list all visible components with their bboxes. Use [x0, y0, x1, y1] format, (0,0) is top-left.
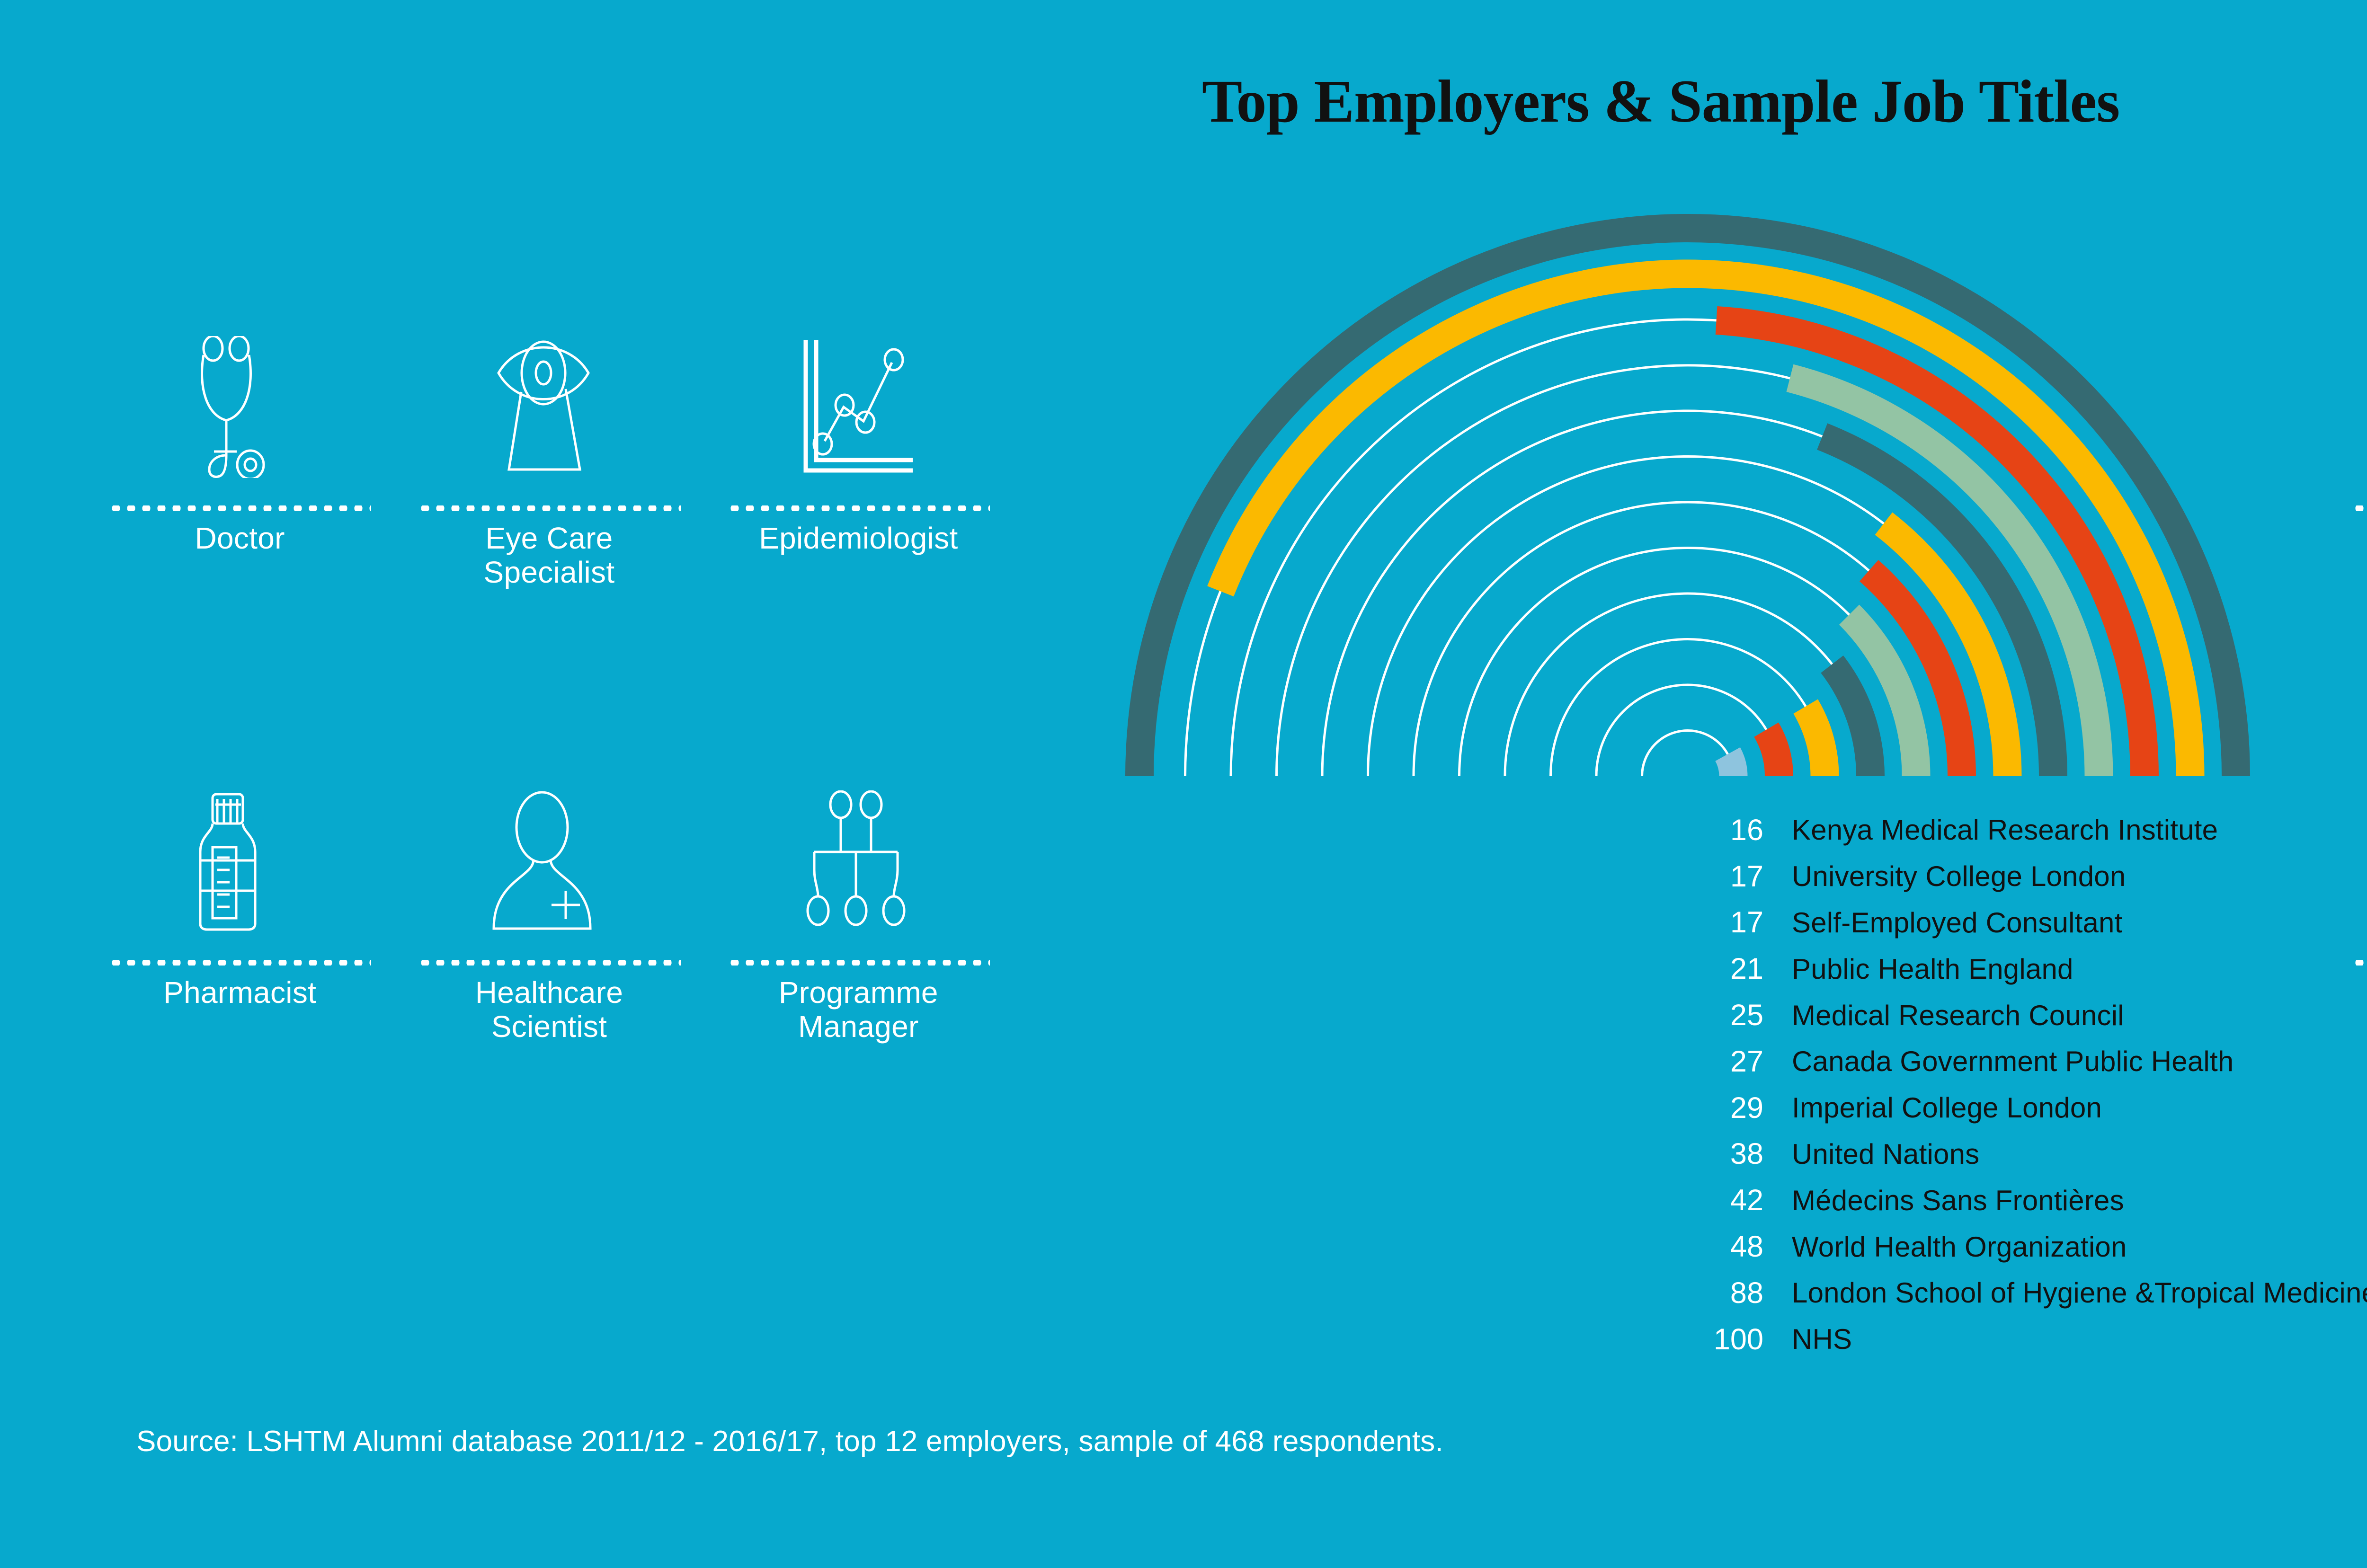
legend-value: 16: [1730, 813, 1763, 847]
person-cross-icon: [490, 776, 608, 932]
legend-value: 100: [1713, 1322, 1763, 1356]
legend-value: 17: [1730, 906, 1763, 939]
page-title: Top Employers & Sample Job Titles: [1201, 68, 2120, 135]
job-title-label: Eye Care Specialist: [483, 521, 615, 589]
legend-row[interactable]: 25 Medical Research Council: [1704, 992, 2367, 1038]
job-title-card-research-fellow[interactable]: Research Fellow: [2329, 776, 2367, 1044]
legend-label: London School of Hygiene &Tropical Medic…: [1792, 1277, 2367, 1309]
legend-label: Medical Research Council: [1792, 999, 2124, 1031]
eye-icon: [490, 322, 608, 478]
job-title-card-pharmacist[interactable]: Pharmacist: [85, 776, 394, 1044]
legend-label: NHS: [1792, 1323, 1852, 1355]
source-note: Source: LSHTM Alumni database 2011/12 - …: [136, 1425, 1443, 1458]
legend-row[interactable]: 29 Imperial College London: [1704, 1085, 2367, 1131]
legend-row[interactable]: 42 Médecins Sans Frontières: [1704, 1177, 2367, 1223]
chart-bar-arc[interactable]: [1715, 306, 2159, 776]
legend-value: 17: [1730, 859, 1763, 893]
job-title-card-programme-manager[interactable]: Programme Manager: [704, 776, 1013, 1044]
divider-dotted: [108, 960, 372, 966]
legend-label: United Nations: [1792, 1138, 1980, 1170]
divider-dotted: [418, 505, 681, 511]
chart-bar-arc[interactable]: [1793, 699, 1839, 776]
legend-value: 27: [1730, 1045, 1763, 1078]
job-title-label: Epidemiologist: [759, 521, 958, 555]
legend-label: Imperial College London: [1792, 1092, 2102, 1124]
line-chart-icon: [799, 322, 917, 478]
legend-label: Canada Government Public Health: [1792, 1045, 2234, 1078]
legend-value: 42: [1730, 1184, 1763, 1217]
pill-bottle-icon: [188, 776, 292, 932]
legend-label: Médecins Sans Frontières: [1792, 1184, 2124, 1216]
job-title-label: Pharmacist: [163, 975, 317, 1010]
job-title-group-right-bottom: Research Fellow Clinical Researcher: [2329, 776, 2367, 1044]
job-title-card-nurse[interactable]: Nurse: [2329, 322, 2367, 589]
divider-dotted: [2352, 960, 2367, 966]
job-title-label: Doctor: [195, 521, 285, 555]
divider-dotted: [2352, 505, 2367, 511]
legend-value: 48: [1730, 1230, 1763, 1264]
job-title-label: Healthcare Scientist: [475, 975, 623, 1044]
chart-bar-arc[interactable]: [1821, 656, 1885, 776]
job-title-card-doctor[interactable]: Doctor: [85, 322, 394, 589]
chart-bar-arc[interactable]: [1754, 722, 1793, 776]
legend-value: 88: [1730, 1276, 1763, 1310]
legend-label: Public Health England: [1792, 953, 2073, 985]
legend-row[interactable]: 38 United Nations: [1704, 1131, 2367, 1178]
legend-label: World Health Organization: [1792, 1231, 2127, 1263]
legend-row[interactable]: 21 Public Health England: [1704, 946, 2367, 992]
chart-bar-arc[interactable]: [1817, 423, 2068, 776]
org-chart-icon: [799, 776, 917, 932]
job-title-card-healthcare-scientist[interactable]: Healthcare Scientist: [394, 776, 703, 1044]
legend-label: Kenya Medical Research Institute: [1792, 814, 2218, 846]
chart-bar-arc[interactable]: [1715, 747, 1748, 776]
divider-dotted: [108, 505, 372, 511]
legend-row[interactable]: 88 London School of Hygiene &Tropical Med…: [1704, 1270, 2367, 1316]
legend-label: Self-Employed Consultant: [1792, 906, 2123, 939]
legend-row[interactable]: 27 Canada Government Public Health: [1704, 1038, 2367, 1085]
job-title-card-epidemiologist[interactable]: Epidemiologist: [704, 322, 1013, 589]
divider-dotted: [418, 960, 681, 966]
chart-bar-arc[interactable]: [1839, 604, 1931, 776]
legend-value: 25: [1730, 999, 1763, 1032]
job-title-group-left-bottom: Pharmacist Healthcare Scientist: [85, 776, 1013, 1044]
chart-track-group: [1138, 227, 2237, 777]
divider-dotted: [727, 960, 990, 966]
chart-bar-arc[interactable]: [1786, 364, 2113, 776]
chart-legend: 16 Kenya Medical Research Institute 17 Univ…: [1704, 807, 2367, 1363]
legend-row[interactable]: 48 World Health Organization: [1704, 1223, 2367, 1270]
legend-value: 21: [1730, 952, 1763, 986]
job-title-group-left-top: Doctor Eye Care Specialist: [85, 322, 1013, 589]
job-title-card-eye-care-specialist[interactable]: Eye Care Specialist: [394, 322, 703, 589]
legend-row[interactable]: 17 University College London: [1704, 853, 2367, 900]
legend-row[interactable]: 100 NHS: [1704, 1316, 2367, 1363]
chart-bar-arc[interactable]: [1860, 560, 1976, 776]
legend-label: University College London: [1792, 860, 2126, 893]
job-title-label: Programme Manager: [778, 975, 938, 1044]
chart-bar-group: [1125, 214, 2250, 776]
legend-value: 38: [1730, 1137, 1763, 1171]
legend-row[interactable]: 17 Self-Employed Consultant: [1704, 900, 2367, 946]
chart-bar-arc[interactable]: [1875, 512, 2022, 776]
legend-row[interactable]: 16 Kenya Medical Research Institute: [1704, 807, 2367, 853]
legend-value: 29: [1730, 1091, 1763, 1125]
divider-dotted: [727, 505, 990, 511]
job-title-group-right-top: Nurse Nutritionist: [2329, 322, 2367, 589]
stethoscope-icon: [186, 322, 294, 478]
